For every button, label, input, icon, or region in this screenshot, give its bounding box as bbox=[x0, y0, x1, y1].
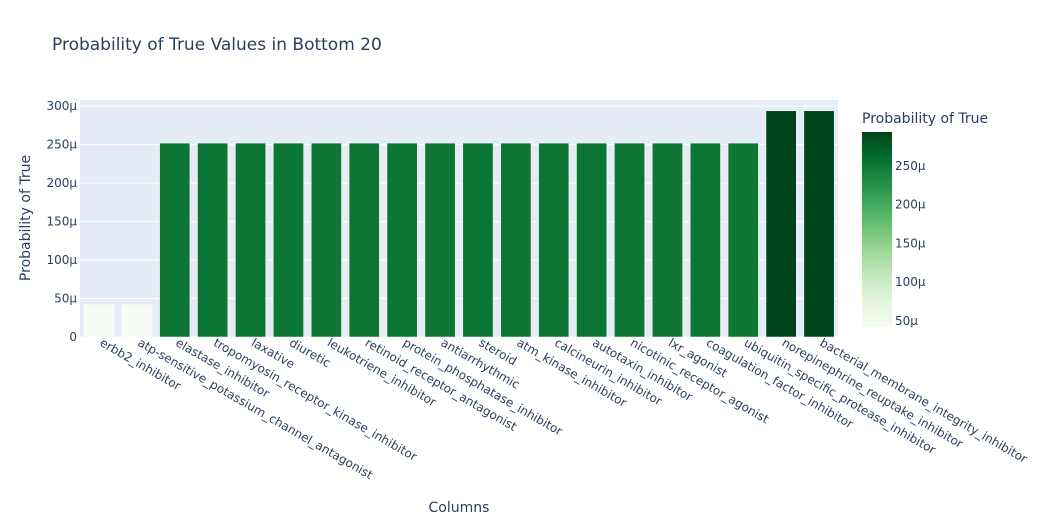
bar bbox=[652, 142, 683, 338]
colorbar-tick-label: 100μ bbox=[895, 275, 926, 289]
x-axis-title: Columns bbox=[429, 500, 490, 516]
y-tick-label: 250μ bbox=[46, 138, 77, 152]
colorbar-tick-layer: 50μ 100μ 150μ 200μ 250μ bbox=[895, 159, 926, 328]
y-tick-label: 300μ bbox=[46, 99, 77, 113]
bar bbox=[386, 142, 418, 338]
bar bbox=[803, 110, 835, 338]
bar bbox=[576, 142, 608, 338]
colorbar-tick-label: 250μ bbox=[895, 159, 926, 173]
colorbar-tick-label: 150μ bbox=[895, 236, 926, 250]
colorbar-tick-label: 50μ bbox=[895, 314, 918, 328]
bar bbox=[538, 142, 570, 338]
bar bbox=[83, 304, 115, 338]
bar bbox=[197, 142, 229, 338]
y-tick-label: 0 bbox=[69, 330, 77, 344]
bar bbox=[727, 142, 759, 338]
bar bbox=[500, 142, 532, 338]
chart-title: Probability of True Values in Bottom 20 bbox=[52, 35, 382, 55]
colorbar-gradient bbox=[862, 132, 892, 327]
bar bbox=[424, 142, 456, 338]
bar bbox=[121, 304, 153, 338]
bar bbox=[614, 142, 645, 338]
y-axis-title: Probability of True bbox=[18, 155, 34, 281]
bar-layer bbox=[83, 110, 835, 338]
bar bbox=[765, 110, 797, 338]
y-tick-label: 50μ bbox=[54, 292, 77, 306]
bar bbox=[462, 142, 494, 338]
colorbar-tick-label: 200μ bbox=[895, 198, 926, 212]
bar bbox=[348, 142, 380, 338]
bar bbox=[159, 142, 191, 338]
y-tick-label: 200μ bbox=[46, 176, 77, 190]
y-tick-label: 150μ bbox=[46, 215, 77, 229]
bar bbox=[235, 142, 266, 338]
bar bbox=[689, 142, 721, 338]
colorbar-title: Probability of True bbox=[862, 111, 988, 127]
x-tick-layer: erbb2_inhibitoratp-sensitive_potassium_c… bbox=[97, 335, 1029, 482]
bar bbox=[273, 142, 304, 338]
y-tick-layer: 0 50μ 100μ 150μ 200μ 250μ 300μ bbox=[46, 99, 77, 344]
plot-background bbox=[80, 100, 838, 337]
y-tick-label: 100μ bbox=[46, 253, 77, 267]
colorbar: Probability of True 50μ 100μ 150μ 200μ 250μ bbox=[862, 111, 988, 328]
bar bbox=[310, 142, 342, 338]
